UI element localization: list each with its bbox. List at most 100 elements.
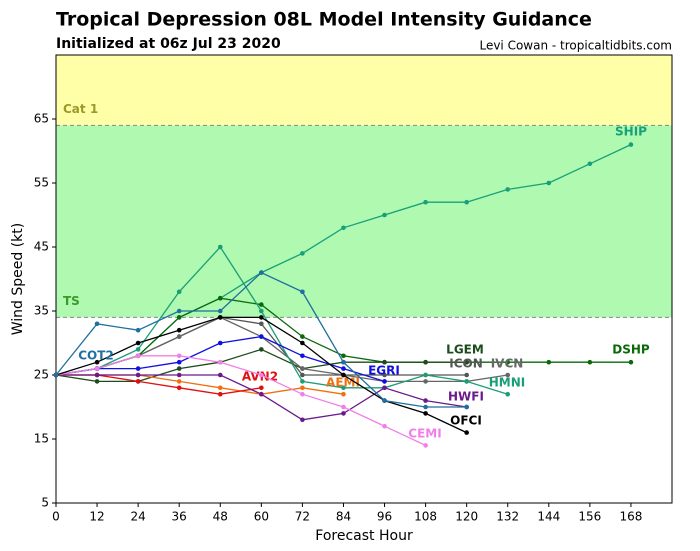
data-point xyxy=(176,379,182,384)
data-point xyxy=(94,372,100,378)
data-point xyxy=(135,372,141,378)
series-label: IVCN xyxy=(491,357,524,371)
data-point xyxy=(341,404,346,410)
data-point xyxy=(300,334,305,339)
data-point xyxy=(587,161,593,167)
series: COT2 xyxy=(53,270,469,410)
data-point xyxy=(382,385,387,391)
band-label: Cat 1 xyxy=(63,102,98,116)
data-point xyxy=(423,199,428,205)
series-label: EGRI xyxy=(368,364,400,378)
data-point xyxy=(546,359,552,365)
y-tick-label: 15 xyxy=(34,432,49,446)
x-tick-label: 144 xyxy=(537,510,560,524)
data-point xyxy=(341,225,346,231)
x-tick-label: 60 xyxy=(254,510,269,524)
series: AVN2 xyxy=(53,370,278,397)
series-line xyxy=(55,355,426,446)
x-tick-label: 12 xyxy=(89,510,104,524)
data-point xyxy=(300,417,305,423)
data-point xyxy=(423,372,428,378)
data-point xyxy=(423,404,428,410)
credit: Levi Cowan - tropicaltidbits.com xyxy=(479,39,672,53)
data-point xyxy=(176,359,182,365)
data-point xyxy=(176,289,182,295)
series: CEMI xyxy=(53,353,442,448)
y-axis-label: Wind Speed (kt) xyxy=(10,223,26,336)
data-point xyxy=(176,372,182,378)
data-point xyxy=(587,359,593,365)
series-label: AEMI xyxy=(326,376,360,390)
data-point xyxy=(505,359,511,365)
data-point xyxy=(94,321,100,327)
band-label: TS xyxy=(63,294,80,308)
data-point xyxy=(341,353,346,359)
data-point xyxy=(259,308,264,314)
data-point xyxy=(505,372,511,378)
x-tick-label: 0 xyxy=(52,510,60,524)
data-point xyxy=(135,366,141,371)
data-point xyxy=(217,315,223,320)
data-point xyxy=(382,423,387,429)
data-point xyxy=(259,315,264,320)
series-label: LGEM xyxy=(446,343,484,357)
series: AEMI xyxy=(53,372,360,397)
x-tick-label: 96 xyxy=(377,510,392,524)
x-tick-label: 24 xyxy=(130,510,145,524)
data-point xyxy=(217,391,223,397)
data-point xyxy=(464,379,469,384)
y-tick-label: 65 xyxy=(34,112,49,126)
data-point xyxy=(341,385,346,391)
x-tick-label: 108 xyxy=(414,510,437,524)
data-point xyxy=(259,321,264,327)
data-point xyxy=(341,366,346,371)
x-tick-label: 84 xyxy=(336,510,351,524)
data-point xyxy=(341,359,346,365)
data-point xyxy=(217,359,223,365)
data-point xyxy=(94,379,100,384)
data-point xyxy=(341,391,346,397)
intensity-band xyxy=(56,55,672,126)
series-label: COT2 xyxy=(78,349,114,363)
y-tick-label: 35 xyxy=(34,304,49,318)
data-point xyxy=(628,359,634,365)
data-point xyxy=(135,327,141,333)
data-point xyxy=(423,379,428,384)
data-point xyxy=(217,308,223,314)
data-point xyxy=(300,379,305,384)
data-point xyxy=(53,372,59,378)
y-tick-label: 25 xyxy=(34,368,49,382)
data-point xyxy=(259,385,264,391)
x-tick-label: 132 xyxy=(496,510,519,524)
data-point xyxy=(176,327,182,333)
data-point xyxy=(382,212,387,218)
data-point xyxy=(464,404,469,410)
data-point xyxy=(300,353,305,359)
data-point xyxy=(259,334,264,339)
data-point xyxy=(259,391,264,397)
data-point xyxy=(217,372,223,378)
data-point xyxy=(423,443,428,448)
data-point xyxy=(423,411,428,416)
series-label: OFCI xyxy=(450,414,482,428)
x-tick-label: 72 xyxy=(295,510,310,524)
x-tick-label: 156 xyxy=(578,510,601,524)
data-point xyxy=(300,385,305,391)
data-point xyxy=(464,199,469,205)
data-point xyxy=(176,366,182,371)
data-point xyxy=(135,379,141,384)
data-point xyxy=(464,359,469,365)
y-tick-label: 5 xyxy=(41,496,49,510)
data-point xyxy=(300,251,305,256)
y-tick-label: 45 xyxy=(34,240,49,254)
data-point xyxy=(423,398,428,403)
data-point xyxy=(217,385,223,391)
data-point xyxy=(300,372,305,378)
data-point xyxy=(259,372,264,378)
data-point xyxy=(464,430,469,435)
data-point xyxy=(505,187,511,192)
chart-title: Tropical Depression 08L Model Intensity … xyxy=(56,9,592,31)
chart-subtitle: Initialized at 06z Jul 23 2020 xyxy=(56,36,281,52)
x-tick-label: 168 xyxy=(619,510,642,524)
